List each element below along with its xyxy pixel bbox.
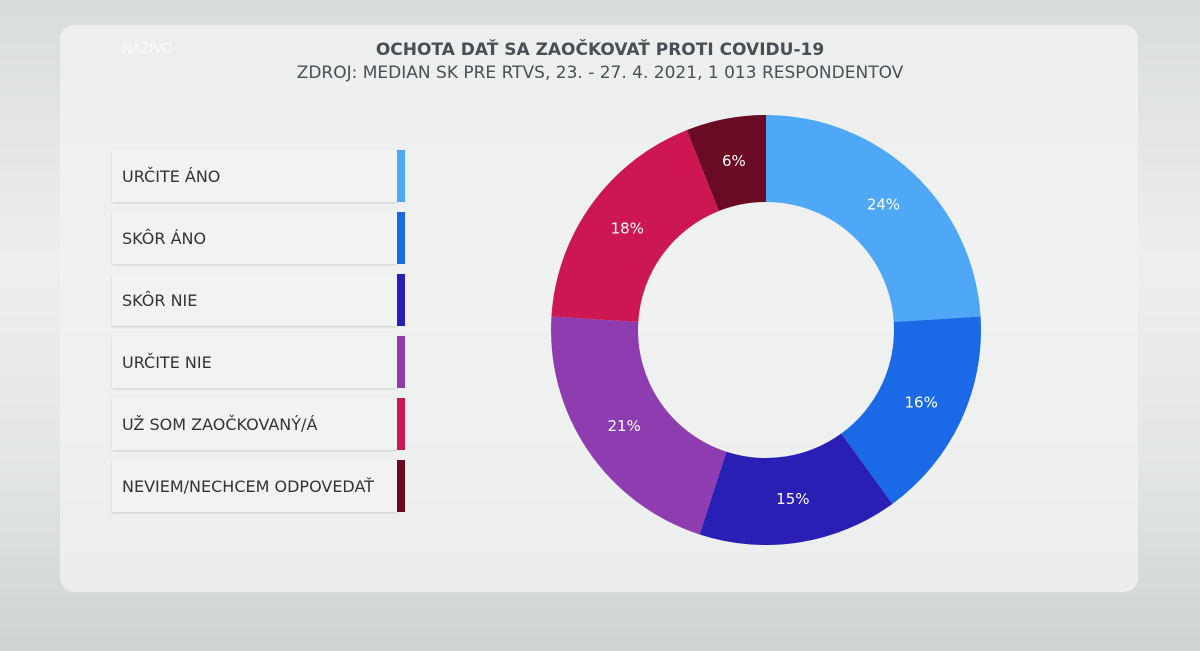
legend-label: NEVIEM/NECHCEM ODPOVEDAŤ — [112, 460, 397, 512]
slice — [766, 115, 981, 322]
slice — [551, 130, 719, 322]
value-label: 6% — [722, 152, 746, 170]
legend-label: UŽ SOM ZAOČKOVANÝ/Á — [112, 398, 397, 450]
legend-label: SKÔR ÁNO — [112, 212, 397, 264]
legend-label: SKÔR NIE — [112, 274, 397, 326]
legend-swatch — [397, 460, 405, 512]
value-label: 15% — [776, 490, 809, 508]
value-label: 18% — [611, 220, 644, 238]
legend-swatch — [397, 398, 405, 450]
legend-swatch — [397, 212, 405, 264]
legend-swatch — [397, 150, 405, 202]
legend-label: URČITE NIE — [112, 336, 397, 388]
value-label: 24% — [867, 195, 900, 213]
slice — [550, 316, 727, 535]
legend-swatch — [397, 336, 405, 388]
slice — [841, 316, 982, 504]
value-label: 21% — [607, 417, 640, 435]
chart-title: OCHOTA DAŤ SA ZAOČKOVAŤ PROTI COVIDU-19 — [375, 40, 825, 60]
legend-swatch — [397, 274, 405, 326]
slice — [686, 115, 766, 211]
slice — [699, 433, 893, 545]
legend-label: URČITE ÁNO — [112, 150, 397, 202]
live-badge: NAŽIVO — [122, 42, 173, 57]
value-label: 16% — [905, 394, 938, 412]
chart-subtitle: ZDROJ: MEDIAN SK PRE RTVS, 23. - 27. 4. … — [296, 63, 904, 83]
